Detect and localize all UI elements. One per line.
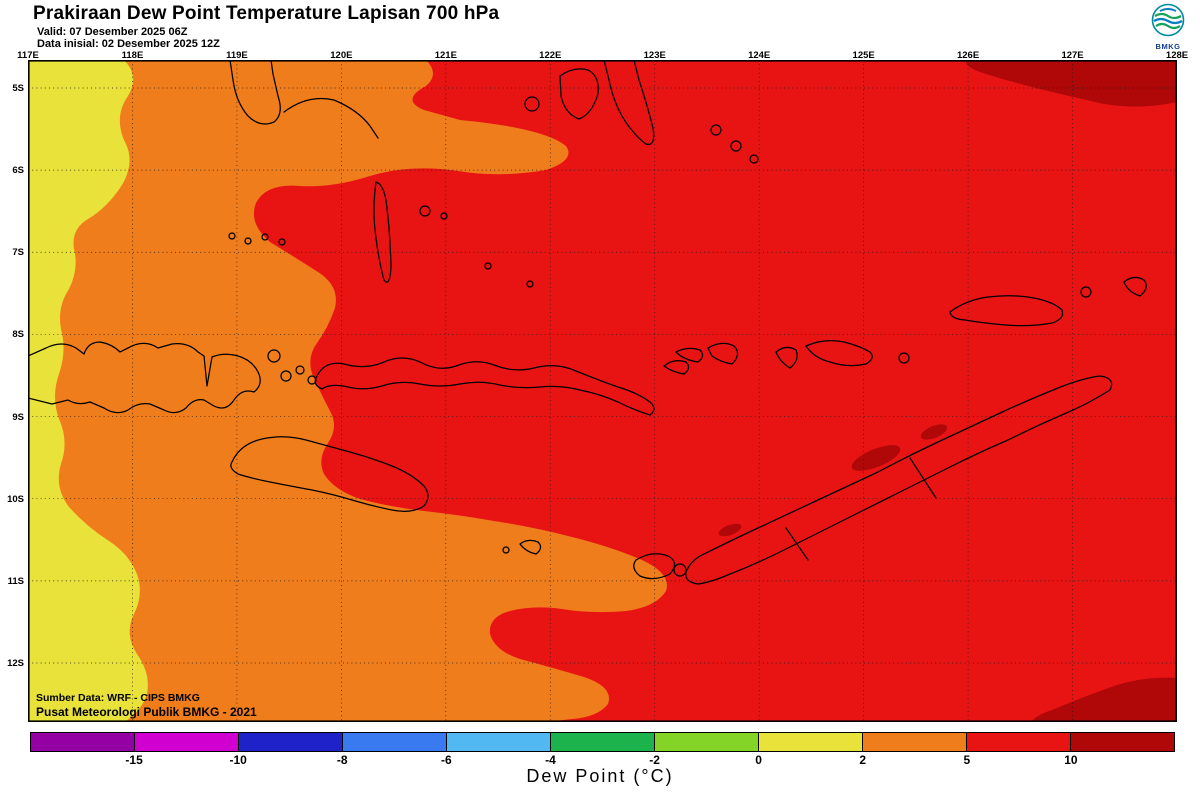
valid-time-label: Valid: 07 Desember 2025 06Z [37,26,188,38]
colorbar-tick-label: -8 [336,753,348,767]
shaded-regions [28,60,1177,722]
colorbar-segment [238,732,343,752]
lon-label: 119E [226,50,248,61]
map-area: Sumber Data: WRF - CIPS BMKG Pusat Meteo… [28,60,1177,722]
region-yellow [28,60,148,722]
bmkg-logo: BMKG [1144,2,1192,51]
lon-label: 124E [748,50,771,61]
colorbar-segment [30,732,135,752]
coastlines [28,60,1147,585]
source-data-label: Sumber Data: WRF - CIPS BMKG [36,692,200,704]
map-frame [28,60,1177,722]
region-orange [28,60,667,722]
init-time-label: Data inisial: 02 Desember 2025 12Z [37,38,220,50]
colorbar-segment [758,732,863,752]
lon-label: 122E [539,50,562,61]
colorbar-tick-label: -15 [125,753,143,767]
lat-label: 8S [12,329,24,341]
lon-label: 121E [434,50,457,61]
colorbar-segment [966,732,1071,752]
lon-label: 125E [852,50,875,61]
lon-label: 120E [330,50,353,61]
colorbar-tick-label: 2 [859,753,867,767]
colorbar-tick-label: 0 [755,753,762,767]
colorbar-tick-label: 10 [1064,753,1078,767]
bmkg-globe-icon [1151,3,1185,37]
colorbar-segment [1070,732,1175,752]
lon-label: 126E [956,50,980,61]
colorbar-tick-label: -4 [545,753,556,767]
region-dark-red-bottom [1032,677,1177,722]
lat-label: 7S [12,247,24,259]
colorbar [30,732,1175,752]
region-dark-red-spot [718,523,742,537]
lon-label: 117E [17,50,39,61]
region-dark-red-spot [920,424,948,440]
bmkg-logo-label: BMKG [1155,42,1181,51]
lon-label: 127E [1061,50,1084,61]
credit-label: Pusat Meteorologi Publik BMKG - 2021 [36,705,257,719]
colorbar-tick-labels: -15 -10 -8 -6 -4 -2 0 2 5 10 [0,753,1200,769]
colorbar-tick-label: -2 [649,753,660,767]
colorbar-segment [862,732,967,752]
page-title: Prakiraan Dew Point Temperature Lapisan … [33,3,500,24]
colorbar-caption: Dew Point (°C) [526,766,674,786]
lat-label: 12S [7,657,24,669]
lon-label: 118E [121,50,144,61]
colorbar-segment [550,732,655,752]
lon-label: 123E [643,50,666,61]
region-dark-red-top [965,60,1177,107]
lat-label: 10S [7,493,24,505]
lat-label: 11S [7,575,24,587]
lat-label: 5S [12,83,24,94]
longitude-axis: 117E 118E 119E 120E 121E 122E 123E 124E 125E 126E… [0,50,1200,61]
lat-label: 9S [12,411,24,423]
colorbar-segment [446,732,551,752]
forecast-map [28,60,1177,722]
colorbar-tick-label: 5 [963,753,971,767]
colorbar-segment [654,732,759,752]
colorbar-segment [342,732,447,752]
lon-label: 128E [1165,50,1189,61]
lat-label: 6S [12,165,24,177]
colorbar-tick-label: -6 [441,753,452,767]
latitude-axis: 5S 6S 7S 8S 9S 10S 11S 12S [0,0,25,800]
region-dark-red-spot [851,445,901,471]
colorbar-tick-label: -10 [229,753,247,767]
colorbar-segment [134,732,239,752]
